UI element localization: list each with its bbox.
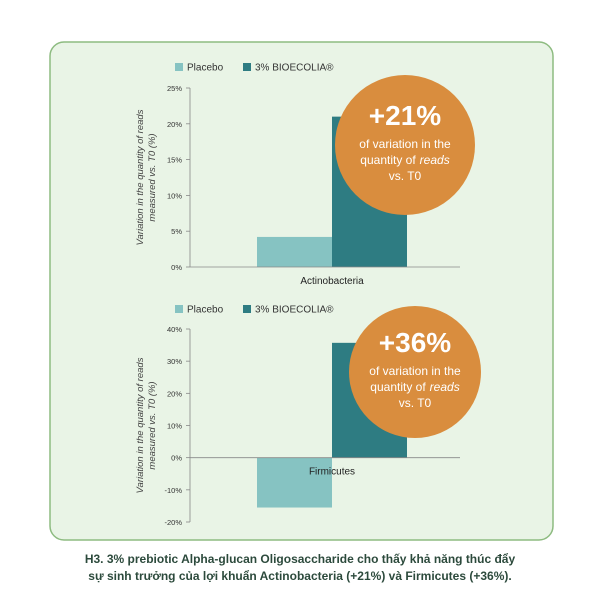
- annotation-text: quantity of: [360, 153, 416, 167]
- caption: H3. 3% prebiotic Alpha-glucan Oligosacch…: [85, 552, 516, 566]
- annotation-text: vs. T0: [399, 396, 432, 410]
- y-tick-label: -10%: [164, 486, 182, 495]
- annotation-text: of variation in the: [359, 137, 451, 151]
- y-tick-label: 30%: [167, 357, 182, 366]
- x-tick-label: Actinobacteria: [300, 276, 364, 287]
- x-tick-label: Firmicutes: [309, 467, 355, 478]
- y-tick-label: 5%: [171, 227, 182, 236]
- y-tick-label: 0%: [171, 454, 182, 463]
- annotation-headline: +36%: [379, 327, 451, 358]
- y-axis-label: measured vs. T0 (%): [147, 381, 158, 469]
- legend-swatch: [175, 305, 183, 313]
- y-tick-label: 20%: [167, 120, 182, 129]
- annotation-emphasis: reads: [420, 153, 450, 167]
- bar: [257, 457, 332, 508]
- legend-swatch: [175, 63, 183, 71]
- legend-label: 3% BIOECOLIA®: [255, 305, 334, 316]
- annotation-emphasis: reads: [430, 380, 460, 394]
- annotation-text: vs. T0: [389, 169, 422, 183]
- y-tick-label: 40%: [167, 325, 182, 334]
- y-tick-label: -20%: [164, 518, 182, 527]
- y-tick-label: 0%: [171, 263, 182, 272]
- y-axis-label: measured vs. T0 (%): [147, 133, 158, 221]
- annotation-circle: [349, 306, 481, 438]
- y-axis-label: Variation in the quantity of reads: [135, 109, 146, 245]
- legend-label: Placebo: [187, 305, 224, 316]
- legend-swatch: [243, 305, 251, 313]
- caption: sự sinh trưởng của lợi khuẩn Actinobacte…: [88, 569, 511, 583]
- y-tick-label: 20%: [167, 389, 182, 398]
- bar: [257, 236, 332, 267]
- annotation-text: of variation in the: [369, 364, 461, 378]
- y-tick-label: 10%: [167, 422, 182, 431]
- annotation-text: quantity of reads: [360, 153, 449, 167]
- legend-label: 3% BIOECOLIA®: [255, 63, 334, 74]
- y-tick-label: 25%: [167, 84, 182, 93]
- y-axis-label: Variation in the quantity of reads: [135, 357, 146, 493]
- legend-label: Placebo: [187, 63, 224, 74]
- annotation-text: quantity of: [370, 380, 426, 394]
- y-tick-label: 15%: [167, 156, 182, 165]
- annotation-circle: [335, 75, 475, 215]
- annotation-headline: +21%: [369, 100, 441, 131]
- y-tick-label: 10%: [167, 191, 182, 200]
- legend-swatch: [243, 63, 251, 71]
- annotation-text: quantity of reads: [370, 380, 459, 394]
